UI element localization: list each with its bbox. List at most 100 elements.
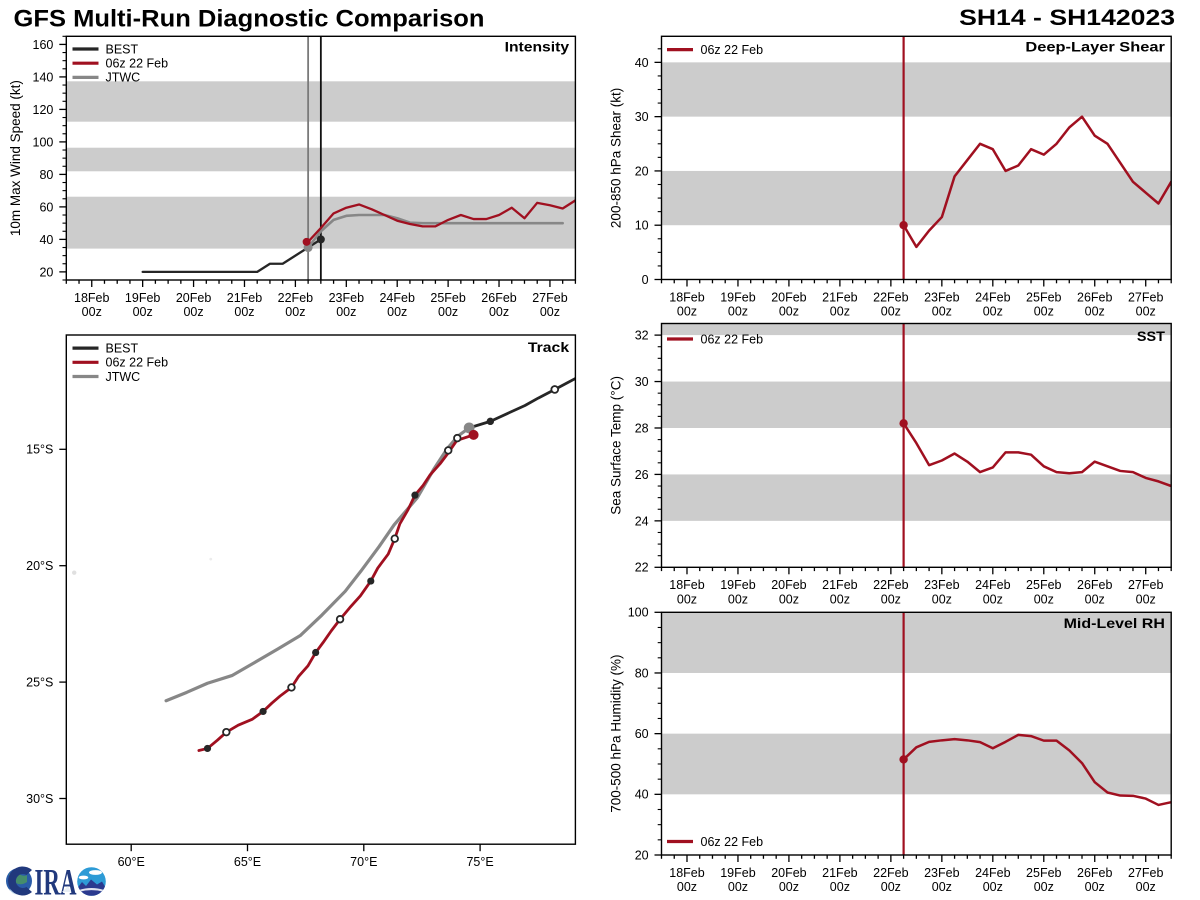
- svg-text:20Feb: 20Feb: [176, 291, 211, 305]
- svg-text:SH14 - SH142023: SH14 - SH142023: [959, 5, 1175, 30]
- svg-text:27Feb: 27Feb: [532, 291, 567, 305]
- svg-text:20°S: 20°S: [26, 559, 53, 573]
- svg-text:27Feb: 27Feb: [1128, 866, 1163, 880]
- svg-text:200-850 hPa Shear (kt): 200-850 hPa Shear (kt): [608, 88, 623, 228]
- svg-text:06z 22 Feb: 06z 22 Feb: [106, 356, 169, 370]
- svg-text:00z: 00z: [881, 305, 901, 319]
- svg-text:24Feb: 24Feb: [975, 578, 1010, 592]
- svg-text:00z: 00z: [932, 592, 952, 606]
- svg-text:00z: 00z: [387, 305, 407, 319]
- svg-text:65°E: 65°E: [234, 855, 261, 869]
- svg-text:00z: 00z: [728, 592, 748, 606]
- svg-text:30°S: 30°S: [26, 792, 53, 806]
- svg-text:22Feb: 22Feb: [873, 290, 908, 304]
- svg-text:06z 22 Feb: 06z 22 Feb: [701, 332, 764, 346]
- svg-text:00z: 00z: [983, 592, 1003, 606]
- svg-text:60: 60: [39, 200, 53, 214]
- svg-text:00z: 00z: [932, 880, 952, 894]
- svg-text:GFS Multi-Run Diagnostic Compa: GFS Multi-Run Diagnostic Comparison: [14, 6, 485, 33]
- svg-text:22Feb: 22Feb: [873, 578, 908, 592]
- svg-text:25Feb: 25Feb: [1026, 578, 1061, 592]
- svg-text:00z: 00z: [779, 592, 799, 606]
- svg-text:100: 100: [628, 606, 649, 620]
- svg-text:10m Max Wind Speed (kt): 10m Max Wind Speed (kt): [8, 80, 23, 236]
- svg-text:40: 40: [635, 788, 649, 802]
- svg-text:00z: 00z: [830, 305, 850, 319]
- svg-text:40: 40: [39, 233, 53, 247]
- svg-text:21Feb: 21Feb: [227, 291, 262, 305]
- svg-text:00z: 00z: [779, 305, 799, 319]
- svg-text:20Feb: 20Feb: [771, 290, 806, 304]
- svg-text:00z: 00z: [540, 305, 560, 319]
- svg-text:28: 28: [635, 421, 649, 435]
- svg-text:00z: 00z: [285, 305, 305, 319]
- svg-text:00z: 00z: [1136, 880, 1156, 894]
- svg-text:IRA: IRA: [35, 862, 77, 900]
- svg-text:00z: 00z: [1136, 592, 1156, 606]
- svg-text:25°S: 25°S: [26, 676, 53, 690]
- svg-text:00z: 00z: [677, 880, 697, 894]
- svg-text:Intensity: Intensity: [505, 40, 570, 55]
- svg-text:00z: 00z: [1085, 880, 1105, 894]
- svg-text:20Feb: 20Feb: [771, 578, 806, 592]
- svg-text:26Feb: 26Feb: [1077, 866, 1112, 880]
- svg-text:21Feb: 21Feb: [822, 290, 857, 304]
- svg-text:Sea Surface Temp (°C): Sea Surface Temp (°C): [608, 376, 623, 515]
- svg-text:23Feb: 23Feb: [924, 290, 959, 304]
- svg-text:26Feb: 26Feb: [1077, 578, 1112, 592]
- svg-text:00z: 00z: [82, 305, 102, 319]
- svg-text:120: 120: [33, 103, 54, 117]
- svg-text:75°E: 75°E: [466, 855, 493, 869]
- svg-text:22: 22: [635, 561, 649, 575]
- svg-text:10: 10: [635, 219, 649, 233]
- svg-text:0: 0: [642, 273, 649, 287]
- svg-text:20: 20: [635, 848, 649, 862]
- svg-text:00z: 00z: [830, 880, 850, 894]
- svg-text:30: 30: [635, 375, 649, 389]
- svg-text:00z: 00z: [728, 880, 748, 894]
- svg-text:20: 20: [635, 164, 649, 178]
- svg-text:Track: Track: [528, 340, 570, 355]
- svg-text:25Feb: 25Feb: [1026, 290, 1061, 304]
- svg-text:00z: 00z: [830, 592, 850, 606]
- svg-text:00z: 00z: [183, 305, 203, 319]
- svg-text:18Feb: 18Feb: [669, 290, 704, 304]
- svg-text:24: 24: [635, 514, 649, 528]
- svg-text:00z: 00z: [1085, 592, 1105, 606]
- svg-text:15°S: 15°S: [26, 443, 53, 457]
- svg-text:00z: 00z: [677, 305, 697, 319]
- svg-text:00z: 00z: [1034, 305, 1054, 319]
- svg-text:06z 22 Feb: 06z 22 Feb: [701, 835, 764, 849]
- svg-text:19Feb: 19Feb: [720, 290, 755, 304]
- svg-text:20: 20: [39, 265, 53, 279]
- svg-text:19Feb: 19Feb: [720, 866, 755, 880]
- svg-text:00z: 00z: [133, 305, 153, 319]
- svg-text:19Feb: 19Feb: [720, 578, 755, 592]
- svg-text:25Feb: 25Feb: [1026, 866, 1061, 880]
- svg-text:00z: 00z: [1136, 305, 1156, 319]
- svg-text:60°E: 60°E: [118, 855, 145, 869]
- svg-text:18Feb: 18Feb: [74, 291, 109, 305]
- svg-text:23Feb: 23Feb: [329, 291, 364, 305]
- svg-text:00z: 00z: [881, 880, 901, 894]
- svg-text:700-500 hPa Humidity (%): 700-500 hPa Humidity (%): [608, 654, 623, 812]
- svg-text:06z 22 Feb: 06z 22 Feb: [106, 57, 169, 71]
- svg-text:BEST: BEST: [106, 341, 139, 355]
- svg-text:18Feb: 18Feb: [669, 578, 704, 592]
- svg-text:00z: 00z: [932, 305, 952, 319]
- svg-text:26Feb: 26Feb: [481, 291, 516, 305]
- svg-text:BEST: BEST: [106, 42, 139, 56]
- svg-text:Deep-Layer Shear: Deep-Layer Shear: [1025, 40, 1165, 55]
- svg-text:100: 100: [33, 135, 54, 149]
- svg-text:70°E: 70°E: [350, 855, 377, 869]
- svg-text:00z: 00z: [983, 305, 1003, 319]
- svg-text:23Feb: 23Feb: [924, 578, 959, 592]
- svg-text:80: 80: [39, 168, 53, 182]
- svg-text:40: 40: [635, 56, 649, 70]
- svg-text:27Feb: 27Feb: [1128, 578, 1163, 592]
- svg-text:JTWC: JTWC: [106, 370, 141, 384]
- svg-text:27Feb: 27Feb: [1128, 290, 1163, 304]
- svg-text:00z: 00z: [438, 305, 458, 319]
- svg-text:24Feb: 24Feb: [975, 866, 1010, 880]
- svg-text:22Feb: 22Feb: [873, 866, 908, 880]
